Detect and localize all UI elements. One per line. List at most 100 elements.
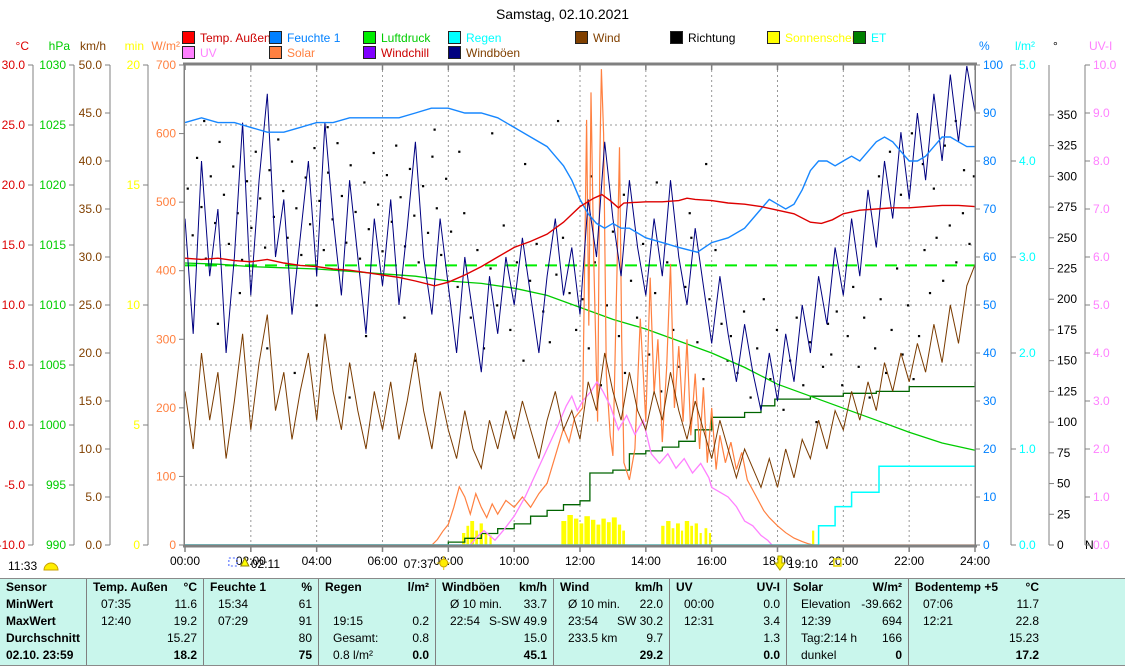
axis-tick-label: 70: [983, 202, 997, 216]
direction-dot: [955, 261, 958, 264]
axis-tick-label: 15.0: [2, 238, 26, 252]
direction-dot: [463, 212, 466, 215]
direction-dot: [943, 144, 946, 147]
day-length-sun-icon: [43, 562, 59, 571]
x-tick-label: 04:00: [302, 554, 332, 568]
axis-tick-label: 10: [983, 490, 997, 504]
x-tick-label: 12:00: [565, 554, 595, 568]
table-cell: 19:15 0.2: [333, 614, 429, 628]
axis-tick-label: 500: [156, 195, 176, 209]
axis-tick-label: 3.0: [1019, 250, 1036, 264]
table-column-header: Feuchte 1%: [210, 580, 312, 594]
sunshine-bar: [684, 521, 690, 545]
table-cell: 12:39 694: [801, 614, 902, 628]
axis-tick-label: 5.0: [85, 490, 102, 504]
sunrise-sun-icon: [439, 558, 449, 568]
table-cell: Ø 10 min. 33.7: [450, 597, 547, 611]
direction-dot: [605, 304, 608, 307]
axis-tick-label: 5.0: [1019, 58, 1036, 72]
direction-dot: [200, 205, 203, 209]
direction-dot: [899, 193, 903, 196]
axis-tick-label: 10.0: [2, 298, 26, 312]
table-cell: 15:34 61: [218, 597, 312, 611]
table-cell: Tag:2:14 h 166: [801, 631, 902, 645]
sunshine-bar: [671, 528, 675, 545]
table-column-wind: Wind km/h Ø 10 min. 22.0 23:54 SW 30.2 233.5 k…: [553, 579, 669, 665]
direction-dot: [433, 128, 436, 131]
sunshine-bar: [462, 533, 466, 545]
sunshine-bar: [470, 521, 475, 545]
axis-tick-label: 4.0: [1093, 346, 1110, 360]
axis-unit-label: W/m²: [151, 39, 180, 53]
table-cell: 75: [298, 648, 312, 662]
axis-tick-label: 20.0: [2, 178, 26, 192]
direction-dot: [295, 207, 298, 210]
legend-swatch: [269, 31, 282, 44]
axis-tick-label: 0: [983, 538, 990, 552]
legend-label: Solar: [287, 45, 316, 60]
legend-item-regen: Regen: [448, 31, 501, 45]
legend-item-feuchte-1: Feuchte 1: [269, 31, 340, 45]
direction-dot: [372, 151, 375, 155]
sunrise-time-label: 07:37: [404, 557, 434, 571]
direction-dot: [502, 224, 505, 227]
direction-dot: [403, 316, 406, 319]
table-cell: 0.8 l/m² 0.0: [333, 648, 429, 662]
direction-dot: [491, 132, 494, 135]
sunshine-bar: [680, 530, 684, 545]
direction-dot: [421, 185, 425, 188]
sunshine-bar: [579, 523, 584, 545]
legend-swatch: [448, 31, 461, 44]
direction-dot: [449, 230, 453, 233]
axis-tick-label: 0.0: [1093, 538, 1110, 552]
direction-dot: [879, 298, 882, 301]
series-gusts: [184, 65, 976, 411]
axis-tick-label: 8.0: [1093, 154, 1110, 168]
direction-dot: [331, 218, 334, 221]
direction-dot: [901, 353, 904, 356]
axis-wm2: W/m² 700 600 500 400 300 200 100 0: [151, 39, 185, 552]
page-title: Samstag, 02.10.2021: [495, 6, 630, 22]
table-column-header: Bodentemp +5 °C: [915, 580, 1039, 594]
axis-tick-label: 45.0: [79, 106, 103, 120]
table-cell: [319, 596, 435, 613]
axis-tick-label: 1015: [39, 238, 66, 252]
direction-dot: [414, 359, 417, 362]
direction-dot: [435, 207, 438, 210]
axis-tick-label: 225: [1057, 262, 1077, 276]
legend-swatch: [269, 46, 282, 59]
axis-tick-label: 25: [1057, 507, 1071, 521]
series-wind: [184, 264, 976, 489]
table-cell: 23:54 SW 30.2: [568, 614, 663, 628]
grid: [185, 65, 975, 545]
legend-item-luftdruck: Luftdruck: [363, 30, 431, 45]
direction-dot: [841, 384, 844, 387]
axis-degc: °C 30.0 25.0 20.0 15.0 10.0 5.0 0.0 -5.0 -10.0: [0, 39, 34, 552]
sunshine-bar: [699, 533, 702, 545]
direction-dot: [263, 246, 267, 249]
direction-dot: [655, 181, 658, 184]
legend-swatch: [853, 31, 866, 44]
direction-dot: [877, 175, 881, 178]
direction-dot: [293, 371, 296, 375]
axis-tick-label: 5: [133, 418, 140, 432]
direction-dot: [364, 334, 368, 338]
axis-tick-label: 1030: [39, 58, 66, 72]
direction-dot: [326, 126, 329, 129]
direction-dot: [599, 384, 602, 387]
table-column-header: Regen l/m²: [325, 580, 429, 594]
stats-table: Sensor MinWert MaxWert Durchschnitt 02.10. 2…: [0, 578, 1125, 666]
moon-time-label: 02:11: [251, 557, 280, 571]
legend-label: Luftdruck: [381, 30, 431, 45]
axis-tick-label: 995: [46, 478, 66, 492]
sunshine-bar: [661, 525, 665, 545]
table-column-header: UV UV-I: [676, 580, 780, 594]
direction-dot: [666, 261, 669, 264]
direction-dot: [868, 396, 871, 399]
direction-dot: [561, 236, 565, 239]
direction-dot: [617, 334, 621, 338]
series-et: [185, 381, 976, 546]
direction-dot: [742, 310, 746, 313]
axis-tick-label: 100: [1057, 415, 1077, 429]
